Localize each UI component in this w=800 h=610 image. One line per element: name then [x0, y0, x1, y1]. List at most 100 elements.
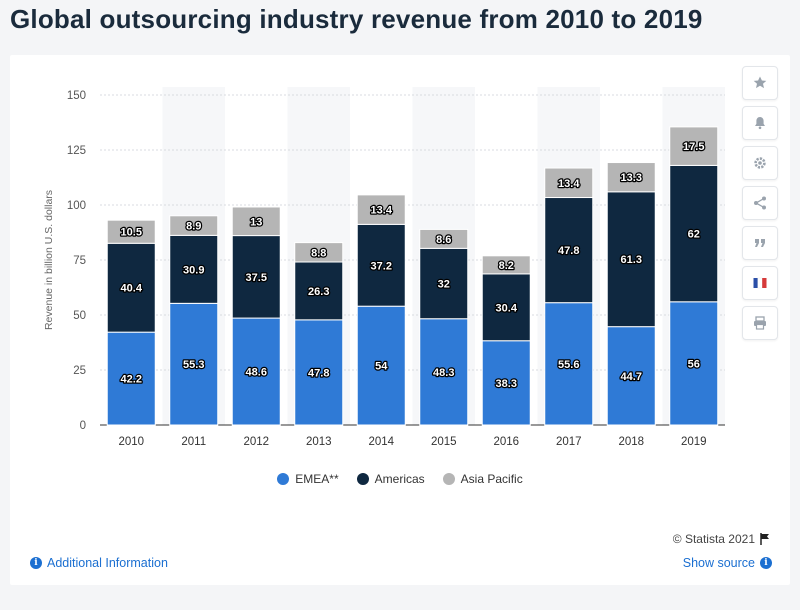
bar-emea[interactable] — [169, 302, 219, 426]
quote-icon — [755, 239, 765, 247]
bar-americas[interactable] — [544, 197, 594, 304]
data-label: 8.8 — [311, 247, 326, 259]
info-icon: i — [760, 557, 772, 569]
data-label: 32 — [438, 279, 450, 291]
y-tick-label: 100 — [67, 200, 86, 212]
data-label: 13.3 — [621, 172, 642, 184]
x-tick-label: 2016 — [493, 436, 519, 448]
bar-asiapacific[interactable] — [231, 206, 281, 237]
bar-americas[interactable] — [231, 235, 281, 319]
legend-swatch — [277, 473, 290, 485]
bar-asiapacific[interactable] — [481, 255, 531, 275]
star-button[interactable] — [742, 66, 778, 100]
legend-item[interactable]: Asia Pacific — [442, 472, 523, 486]
y-tick-label: 125 — [67, 145, 86, 157]
data-label: 30.4 — [496, 302, 518, 314]
x-tick-label: 2014 — [368, 436, 394, 448]
data-label: 61.3 — [621, 254, 642, 266]
y-axis-label: Revenue in billion U.S. dollars — [43, 190, 55, 330]
data-label: 54 — [375, 361, 388, 373]
data-label: 40.4 — [121, 283, 143, 295]
legend-swatch — [442, 473, 455, 485]
share-button[interactable] — [742, 186, 778, 220]
bar-americas[interactable] — [106, 242, 156, 333]
bell-icon — [755, 117, 765, 130]
data-label: 38.3 — [496, 378, 517, 390]
credit-text: © Statista 2021 — [672, 532, 755, 546]
data-label: 42.2 — [121, 374, 142, 386]
data-label: 10.5 — [121, 227, 142, 239]
x-tick-label: 2010 — [118, 436, 144, 448]
legend-label: Americas — [374, 472, 425, 486]
x-tick-label: 2018 — [618, 436, 644, 448]
bar-asiapacific[interactable] — [544, 167, 594, 199]
data-label: 13.4 — [558, 178, 580, 190]
bar-emea[interactable] — [419, 318, 469, 426]
data-label: 55.6 — [558, 359, 579, 371]
data-label: 62 — [688, 229, 700, 241]
print-button[interactable] — [742, 306, 778, 340]
data-label: 48.6 — [246, 367, 267, 379]
data-label: 44.7 — [621, 371, 642, 383]
x-tick-label: 2015 — [431, 436, 457, 448]
bar-americas[interactable] — [419, 247, 469, 320]
info-icon: i — [30, 557, 42, 569]
bar-emea[interactable] — [106, 331, 156, 426]
x-tick-label: 2012 — [243, 436, 269, 448]
x-tick-label: 2019 — [681, 436, 707, 448]
additional-information-label: Additional Information — [47, 556, 168, 570]
y-tick-label: 50 — [73, 310, 86, 322]
data-label: 37.5 — [246, 272, 267, 284]
data-label: 17.5 — [683, 141, 704, 153]
x-tick-label: 2011 — [181, 436, 206, 448]
bell-button[interactable] — [742, 106, 778, 140]
quote-button[interactable] — [742, 226, 778, 260]
legend-item[interactable]: Americas — [356, 472, 425, 486]
bar-asiapacific[interactable] — [419, 228, 469, 249]
data-label: 13 — [250, 216, 262, 228]
bar-emea[interactable] — [231, 317, 281, 426]
flag-icon[interactable] — [760, 533, 770, 545]
gear-icon — [754, 157, 766, 169]
bar-asiapacific[interactable] — [294, 242, 344, 263]
bar-asiapacific[interactable] — [356, 194, 406, 225]
bar-asiapacific[interactable] — [669, 126, 719, 166]
statista-credit: © Statista 2021 — [673, 532, 770, 546]
x-tick-label: 2013 — [306, 436, 332, 448]
legend-label: EMEA** — [295, 472, 339, 486]
print-icon — [754, 316, 766, 330]
bar-emea[interactable] — [544, 302, 594, 426]
legend-swatch — [356, 473, 369, 485]
show-source-link[interactable]: Show source i — [683, 556, 772, 570]
data-label: 8.2 — [499, 260, 514, 272]
bar-asiapacific[interactable] — [606, 162, 656, 193]
bar-asiapacific[interactable] — [106, 219, 156, 244]
chart-legend: EMEA** Americas Asia Pacific — [0, 472, 800, 486]
data-label: 8.6 — [436, 234, 451, 246]
page-title: Global outsourcing industry revenue from… — [10, 4, 703, 34]
data-label: 37.2 — [371, 260, 392, 272]
additional-information-link[interactable]: i Additional Information — [30, 556, 168, 570]
legend-label: Asia Pacific — [460, 472, 523, 486]
data-label: 56 — [688, 358, 700, 370]
bar-americas[interactable] — [606, 191, 656, 328]
y-tick-label: 0 — [80, 420, 86, 432]
data-label: 26.3 — [308, 286, 329, 298]
gear-button[interactable] — [742, 146, 778, 180]
bar-emea[interactable] — [356, 305, 406, 426]
legend-item[interactable]: EMEA** — [277, 472, 339, 486]
show-source-label: Show source — [682, 556, 755, 570]
data-label: 47.8 — [558, 245, 579, 257]
data-label: 8.9 — [186, 221, 201, 233]
y-tick-label: 25 — [73, 365, 86, 377]
flag-france-button[interactable] — [742, 266, 778, 300]
x-tick-label: 2017 — [556, 436, 582, 448]
bar-americas[interactable] — [669, 164, 719, 303]
y-tick-label: 150 — [67, 90, 86, 102]
share-icon — [754, 196, 766, 210]
bar-americas[interactable] — [169, 234, 219, 304]
data-label: 48.3 — [433, 367, 454, 379]
bar-asiapacific[interactable] — [169, 215, 219, 236]
flag-france-icon — [753, 277, 767, 289]
